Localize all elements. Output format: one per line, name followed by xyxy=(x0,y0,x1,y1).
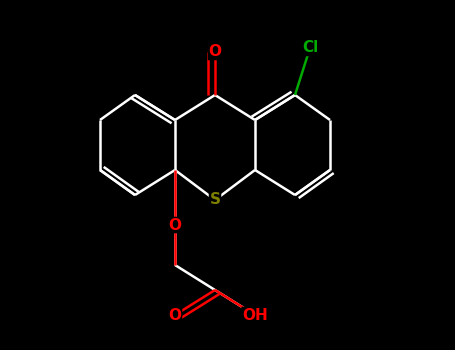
Text: O: O xyxy=(208,44,222,60)
Text: S: S xyxy=(209,193,221,208)
Text: Cl: Cl xyxy=(302,41,318,56)
Text: O: O xyxy=(168,308,182,322)
Text: O: O xyxy=(168,217,182,232)
Text: OH: OH xyxy=(242,308,268,322)
